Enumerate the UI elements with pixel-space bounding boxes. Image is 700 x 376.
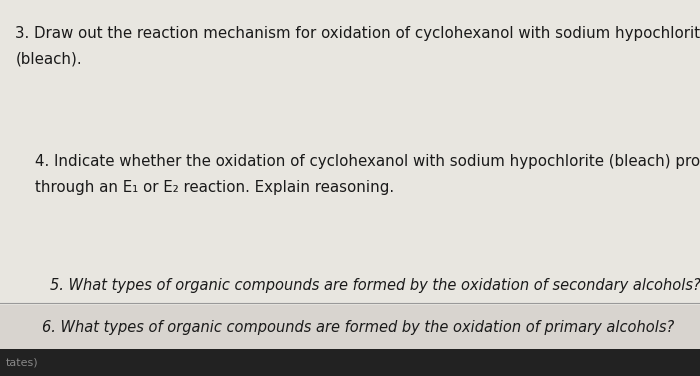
Text: through an E₁ or E₂ reaction. Explain reasoning.: through an E₁ or E₂ reaction. Explain re… — [35, 180, 394, 195]
Bar — [0, 0, 700, 305]
Text: 5. What types of organic compounds are formed by the oxidation of secondary alco: 5. What types of organic compounds are f… — [50, 278, 700, 293]
Text: 4. Indicate whether the oxidation of cyclohexanol with sodium hypochlorite (blea: 4. Indicate whether the oxidation of cyc… — [35, 154, 700, 169]
Bar — [0, 349, 700, 376]
Text: (bleach).: (bleach). — [15, 52, 82, 67]
Text: tates): tates) — [6, 358, 38, 367]
Text: 6. What types of organic compounds are formed by the oxidation of primary alcoho: 6. What types of organic compounds are f… — [42, 320, 674, 335]
Text: 3. Draw out the reaction mechanism for oxidation of cyclohexanol with sodium hyp: 3. Draw out the reaction mechanism for o… — [15, 26, 700, 41]
